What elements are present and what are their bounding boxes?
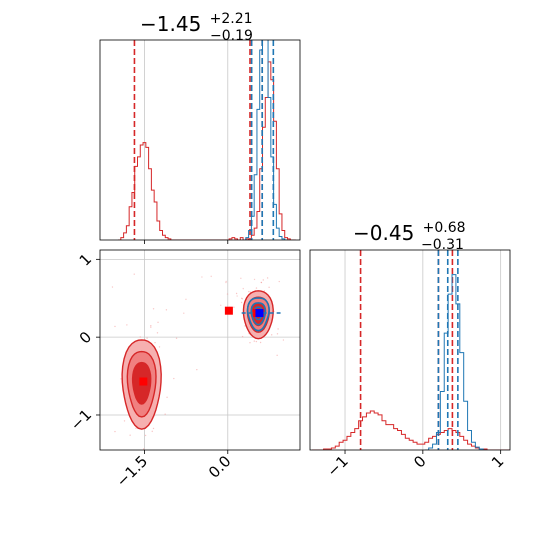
scatter-dot	[173, 377, 175, 380]
scatter-dot	[276, 333, 279, 335]
scatter-dot	[166, 396, 168, 398]
scatter-dot	[151, 430, 153, 433]
scatter-dot	[270, 334, 273, 336]
scatter-dot	[278, 280, 280, 283]
ticks-param2: −1 0 1	[323, 450, 507, 480]
scatter-dot	[196, 368, 198, 371]
param2-title-sub: −0.31	[421, 237, 464, 253]
param2-title-sup: +0.68	[423, 220, 466, 236]
scatter-dot	[114, 430, 116, 433]
scatter-dot	[135, 427, 137, 429]
scatter-dot	[144, 434, 147, 437]
scatter-dot	[241, 335, 244, 338]
scatter-dot	[175, 337, 178, 339]
param1-title: −1.45 +2.21 −0.19	[140, 4, 259, 44]
blue-marker	[255, 309, 264, 318]
scatter-dot	[129, 434, 131, 436]
scatter-dot	[282, 339, 285, 341]
scatter-dot	[241, 298, 244, 300]
param1-title-sub: −0.19	[210, 28, 253, 44]
scatter-dot	[164, 413, 166, 415]
scatter-dot	[226, 293, 229, 295]
scatter-dot	[146, 337, 148, 339]
scatter-dot	[152, 308, 155, 310]
scatter-dot	[225, 281, 227, 284]
scatter-dot	[260, 281, 263, 284]
scatter-dot	[150, 326, 152, 328]
grid-c	[344, 250, 502, 450]
axes-frame-b	[99, 249, 301, 451]
panel-param2-marginal: −1 0 1 −0.45 +0.68 −0.31	[309, 213, 511, 480]
scatter-dot	[154, 341, 156, 344]
hist-c-series-1	[424, 274, 488, 450]
scatter-dot	[253, 340, 255, 342]
scatter-dot	[123, 420, 126, 422]
xtick-label-c-0: −1	[323, 452, 351, 480]
contour-joint	[111, 273, 285, 450]
hist-a-series-0	[118, 61, 296, 240]
scatter-dot	[157, 321, 159, 324]
param1-title-main: −1.45	[140, 12, 201, 36]
xtick-label-b-0: −1.5	[113, 452, 151, 490]
scatter-dot	[114, 325, 116, 328]
histogram-param1	[118, 40, 296, 240]
panel-joint: −1.5 0.0 1 0 −1	[67, 249, 301, 491]
scatter-dot	[236, 295, 238, 297]
scatter-dot	[126, 324, 128, 326]
scatter-dot	[263, 290, 266, 292]
xtick-label-c-2: 1	[488, 452, 507, 471]
red-marker-mid	[224, 306, 233, 315]
scatter-dot	[156, 332, 159, 334]
scatter-dot	[139, 336, 141, 338]
scatter-dot	[111, 286, 114, 288]
scatter-dot	[235, 292, 238, 295]
scatter-dot	[220, 304, 222, 307]
hist-c-series-0	[311, 410, 510, 450]
scatter-dot	[185, 298, 187, 301]
hist-a-series-1	[243, 40, 288, 240]
scatter-dot	[150, 325, 152, 327]
scatter-dot	[249, 342, 251, 344]
grid-a	[144, 40, 229, 244]
scatter-dot	[201, 276, 203, 278]
param2-title-main: −0.45	[353, 221, 414, 245]
scatter-dot	[183, 312, 185, 314]
scatter-dot	[133, 273, 135, 275]
xtick-label-c-1: 0	[410, 452, 429, 471]
scatter-dot	[165, 309, 168, 311]
scatter-dot	[255, 287, 258, 289]
scatter-dot	[253, 278, 256, 281]
scatter-dot	[240, 301, 243, 304]
param2-title: −0.45 +0.68 −0.31	[353, 213, 472, 253]
scatter-dot	[262, 279, 264, 281]
axes-frame-a	[99, 39, 301, 241]
scatter-dot	[240, 277, 242, 280]
param1-title-sup: +2.21	[210, 11, 253, 27]
scatter-dot	[233, 306, 235, 308]
ytick-label-b-0: 1	[76, 250, 95, 269]
blue-contour-outer	[246, 297, 270, 332]
scatter-dot	[255, 340, 258, 343]
scatter-dot	[242, 287, 244, 290]
scatter-dot	[259, 341, 262, 344]
scatter-dot	[277, 328, 279, 330]
panel-param1-marginal: −1.45 +2.21 −0.19	[99, 4, 301, 244]
histogram-param2	[311, 250, 510, 450]
xtick-label-b-1: 0.0	[205, 452, 235, 482]
axes-frame-c	[309, 249, 511, 451]
scatter-dot	[120, 378, 122, 380]
scatter-dot	[158, 346, 161, 348]
ytick-label-b-2: −1	[67, 406, 95, 434]
scatter-dot	[248, 290, 250, 293]
scatter-dot	[276, 354, 278, 357]
scatter-dot	[268, 286, 270, 289]
scatter-dot	[266, 277, 269, 279]
ytick-label-b-1: 0	[76, 328, 95, 347]
scatter-dot	[152, 427, 155, 430]
scatter-dot	[142, 448, 145, 450]
scatter-dot	[210, 275, 212, 278]
red-marker-left	[139, 377, 148, 386]
